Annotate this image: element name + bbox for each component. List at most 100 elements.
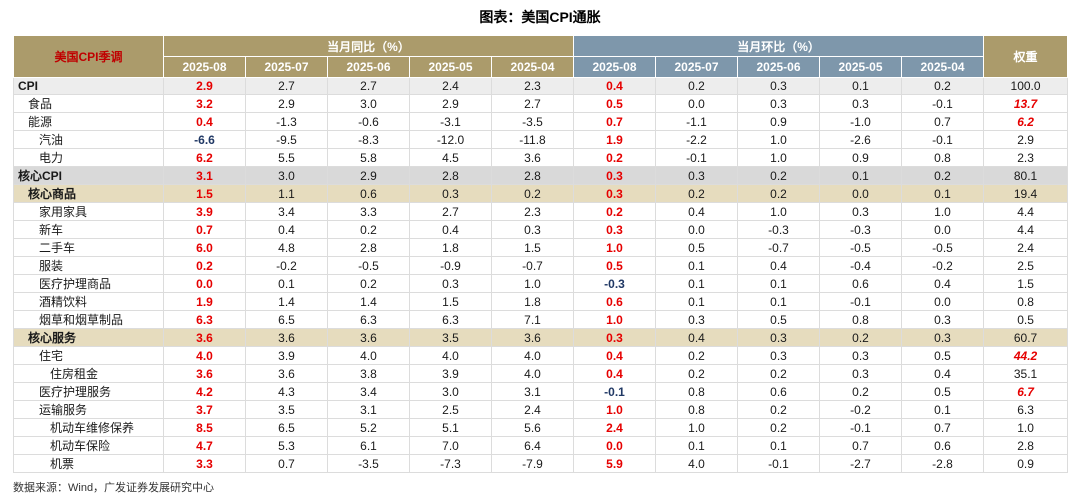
- table-row: 住宅 4.0 3.9 4.0 4.0 4.0 0.4 0.2 0.3 0.3 0.5 44.2: [13, 346, 1069, 365]
- value-cell: 4.7: [163, 436, 246, 455]
- value-cell: -0.1: [901, 130, 985, 149]
- value-cell: -2.7: [819, 454, 903, 473]
- value-cell: 3.6: [245, 328, 328, 347]
- group-header-row: 美国CPI季调 当月同比（%） 当月环比（%） 权重: [13, 35, 1069, 78]
- table-row: 家用家具 3.9 3.4 3.3 2.7 2.3 0.2 0.4 1.0 0.3 1.0 4.4: [13, 202, 1069, 221]
- value-cell: -3.5: [490, 112, 575, 131]
- value-cell: -9.5: [245, 130, 328, 149]
- row-label: 机动车保险: [13, 436, 164, 455]
- value-cell: 0.3: [737, 328, 821, 347]
- value-cell: 3.9: [409, 364, 492, 383]
- value-cell: 3.2: [163, 94, 246, 113]
- value-cell: 3.0: [327, 94, 410, 113]
- row-label: 电力: [13, 148, 164, 167]
- value-cell: 1.5: [490, 238, 575, 257]
- value-cell: 3.3: [327, 202, 410, 221]
- value-cell: 3.6: [245, 364, 328, 383]
- month-header: 2025-06: [327, 56, 410, 78]
- value-cell: 0.2: [573, 202, 657, 221]
- value-cell: -0.7: [737, 238, 821, 257]
- weight-cell: 2.3: [983, 148, 1069, 167]
- row-label: 医疗护理服务: [13, 382, 164, 401]
- month-header: 2025-08: [163, 56, 246, 78]
- value-cell: 0.2: [901, 166, 985, 185]
- value-cell: 3.5: [245, 400, 328, 419]
- value-cell: 4.0: [409, 346, 492, 365]
- value-cell: 5.3: [245, 436, 328, 455]
- value-cell: 0.4: [901, 274, 985, 293]
- value-cell: 1.5: [163, 184, 246, 203]
- weight-cell: 2.8: [983, 436, 1069, 455]
- value-cell: 2.4: [573, 418, 657, 437]
- value-cell: 2.7: [327, 77, 410, 95]
- value-cell: 1.0: [901, 202, 985, 221]
- value-cell: 6.5: [245, 418, 328, 437]
- value-cell: -0.5: [327, 256, 410, 275]
- table-row: 核心服务 3.6 3.6 3.6 3.5 3.6 0.3 0.4 0.3 0.2 0.3 60.7: [13, 328, 1069, 347]
- value-cell: 1.0: [573, 310, 657, 329]
- month-header: 2025-05: [409, 56, 492, 78]
- value-cell: 0.2: [490, 184, 575, 203]
- value-cell: 2.8: [327, 238, 410, 257]
- value-cell: 8.5: [163, 418, 246, 437]
- value-cell: -7.3: [409, 454, 492, 473]
- value-cell: 0.3: [655, 166, 739, 185]
- value-cell: 0.2: [327, 274, 410, 293]
- row-label: 住房租金: [13, 364, 164, 383]
- table-row: 医疗护理商品 0.0 0.1 0.2 0.3 1.0 -0.3 0.1 0.1 0.6 0.4 1.5: [13, 274, 1069, 293]
- cpi-table-body: CPI 2.9 2.7 2.7 2.4 2.3 0.4 0.2 0.3 0.1 0.2 100.0 食品…: [13, 77, 1069, 473]
- value-cell: 4.0: [490, 346, 575, 365]
- value-cell: 5.1: [409, 418, 492, 437]
- value-cell: 1.0: [573, 238, 657, 257]
- table-row: 核心CPI 3.1 3.0 2.9 2.8 2.8 0.3 0.3 0.2 0.1 0.2 80.1: [13, 166, 1069, 185]
- value-cell: 1.4: [327, 292, 410, 311]
- table-row: 服装 0.2 -0.2 -0.5 -0.9 -0.7 0.5 0.1 0.4 -0.4 -0.2 2.…: [13, 256, 1069, 275]
- value-cell: -1.0: [819, 112, 903, 131]
- yoy-group-header: 当月同比（%）: [162, 35, 575, 57]
- value-cell: 0.6: [737, 382, 821, 401]
- value-cell: 3.1: [163, 166, 246, 185]
- row-label: 烟草和烟草制品: [13, 310, 164, 329]
- value-cell: -0.2: [819, 400, 903, 419]
- value-cell: 0.3: [573, 328, 657, 347]
- value-cell: 0.2: [163, 256, 246, 275]
- value-cell: 3.3: [163, 454, 246, 473]
- value-cell: 2.5: [409, 400, 492, 419]
- corner-label: 美国CPI季调: [13, 35, 164, 78]
- value-cell: 0.5: [573, 94, 657, 113]
- row-label: 医疗护理商品: [13, 274, 164, 293]
- value-cell: 6.0: [163, 238, 246, 257]
- value-cell: -2.6: [819, 130, 903, 149]
- table-row: CPI 2.9 2.7 2.7 2.4 2.3 0.4 0.2 0.3 0.1 0.2 100.0: [13, 77, 1069, 95]
- value-cell: 3.8: [327, 364, 410, 383]
- month-header: 2025-07: [245, 56, 328, 78]
- month-header: 2025-07: [655, 56, 739, 78]
- value-cell: 2.9: [163, 77, 246, 95]
- value-cell: 0.4: [573, 77, 657, 95]
- row-label: 机动车维修保养: [13, 418, 164, 437]
- value-cell: 0.2: [655, 77, 739, 95]
- value-cell: 0.2: [819, 328, 903, 347]
- table-row: 二手车 6.0 4.8 2.8 1.8 1.5 1.0 0.5 -0.7 -0.5 -0.5 2.4: [13, 238, 1069, 257]
- value-cell: 1.8: [490, 292, 575, 311]
- value-cell: 5.8: [327, 148, 410, 167]
- value-cell: 0.0: [901, 292, 985, 311]
- value-cell: 0.3: [409, 274, 492, 293]
- value-cell: 0.6: [327, 184, 410, 203]
- value-cell: 0.5: [901, 382, 985, 401]
- row-label: 二手车: [13, 238, 164, 257]
- weight-cell: 80.1: [983, 166, 1069, 185]
- value-cell: 2.3: [490, 202, 575, 221]
- row-label: 新车: [13, 220, 164, 239]
- value-cell: 0.3: [490, 220, 575, 239]
- value-cell: 1.0: [573, 400, 657, 419]
- value-cell: -1.3: [245, 112, 328, 131]
- value-cell: 2.3: [490, 77, 575, 95]
- value-cell: 0.2: [737, 364, 821, 383]
- value-cell: 0.1: [655, 292, 739, 311]
- value-cell: 0.7: [901, 418, 985, 437]
- value-cell: 0.1: [737, 274, 821, 293]
- weight-cell: 6.3: [983, 400, 1069, 419]
- value-cell: -0.4: [819, 256, 903, 275]
- value-cell: 0.4: [655, 328, 739, 347]
